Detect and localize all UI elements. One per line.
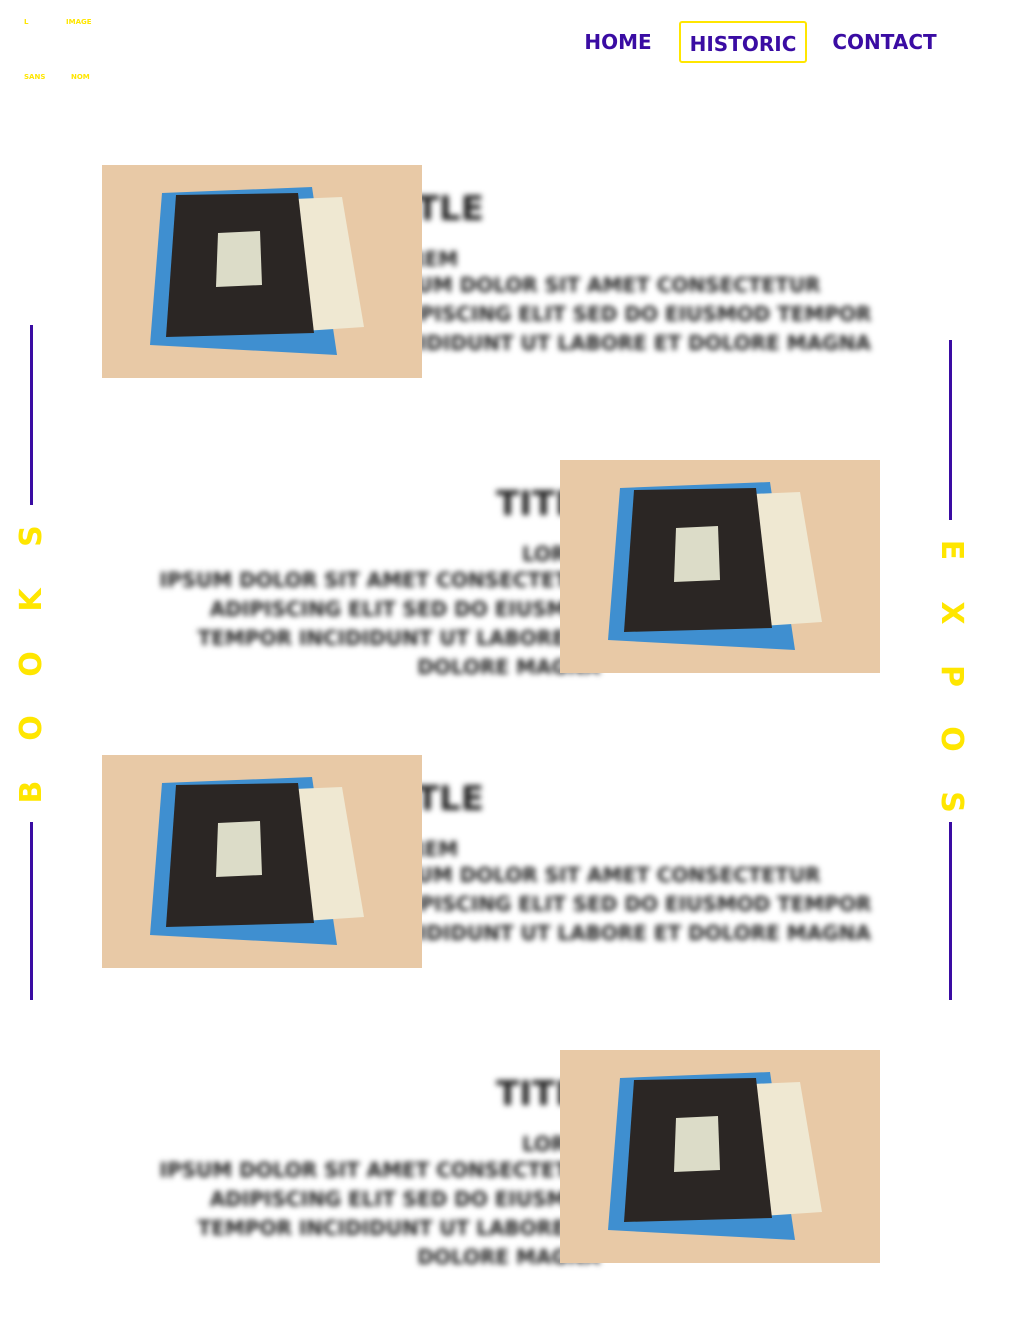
item: TITLE LOREMIPSUM DOLOR SIT AMET CONSECTET… [0, 460, 1024, 679]
item-text: TITLE LOREMIPSUM DOLOR SIT AMET CONSECTET… [380, 165, 880, 358]
item-text: TITLE LOREMIPSUM DOLOR SIT AMET CONSECTET… [380, 755, 880, 948]
item: TITLE LOREMIPSUM DOLOR SIT AMET CONSECTET… [0, 755, 1024, 968]
photo [560, 1050, 880, 1263]
logo-text: IMAGE [66, 18, 92, 26]
item-text-body: IPSUM DOLOR SIT AMET CONSECTETUR ADIPISC… [380, 863, 872, 945]
item-text: TITLE LOREMIPSUM DOLOR SIT AMET CONSECTET… [110, 460, 600, 682]
item-title: TITLE [496, 1074, 600, 1114]
item-title: TITLE [380, 779, 484, 819]
side-letter: O [14, 715, 49, 741]
nav-link[interactable]: CONTACT [832, 30, 937, 54]
item-image [102, 165, 422, 378]
photo [102, 165, 422, 378]
side-letter: O [934, 726, 969, 752]
photo [560, 460, 880, 673]
item-image [560, 1050, 880, 1263]
logo-text: L [24, 18, 29, 26]
item-text-body: IPSUM DOLOR SIT AMET CONSECTETUR ADIPISC… [380, 273, 872, 355]
item-text: TITLE LOREMIPSUM DOLOR SIT AMET CONSECTET… [110, 1050, 600, 1272]
logo-text: SANS [24, 73, 46, 81]
side-line [949, 340, 952, 520]
side-line [30, 325, 33, 505]
item-image [102, 755, 422, 968]
side-line [30, 822, 33, 1000]
item-text-body: IPSUM DOLOR SIT AMET CONSECTETUR ADIPISC… [159, 568, 600, 679]
item-text-body: IPSUM DOLOR SIT AMET CONSECTETUR ADIPISC… [159, 1158, 600, 1269]
item-title: TITLE [496, 484, 600, 524]
item: TITLE LOREMIPSUM DOLOR SIT AMET CONSECTET… [0, 1050, 1024, 1269]
item-title: TITLE [380, 189, 484, 229]
logo-text: NOM [71, 73, 90, 81]
nav-link[interactable]: HOME [584, 30, 652, 54]
photo [102, 755, 422, 968]
side-line [949, 822, 952, 1000]
nav-link[interactable]: HISTORIC [679, 21, 807, 63]
item-image [560, 460, 880, 673]
item: TITLE LOREMIPSUM DOLOR SIT AMET CONSECTET… [0, 165, 1024, 378]
